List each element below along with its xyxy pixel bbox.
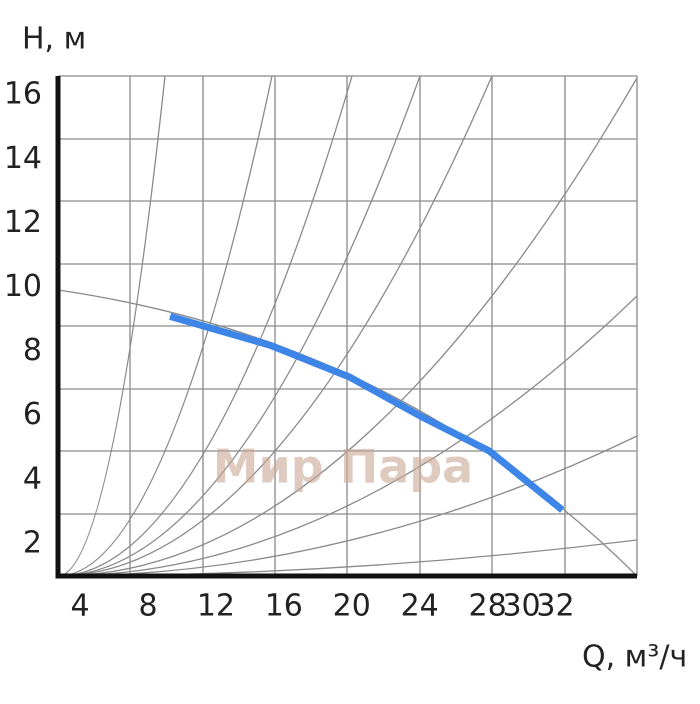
y-tick-label: 16	[4, 77, 42, 112]
x-tick-label: 12	[197, 589, 235, 624]
y-tick-label: 10	[4, 269, 42, 304]
x-tick-label: 8	[138, 589, 157, 624]
y-tick-label: 6	[23, 397, 42, 432]
x-tick-label: 30	[502, 589, 540, 624]
y-tick-label: 14	[4, 141, 42, 176]
x-tick-label: 16	[265, 589, 303, 624]
x-axis-label: Q, м³/ч	[582, 640, 687, 675]
x-tick-label: 20	[333, 589, 371, 624]
pump-curve	[169, 313, 565, 513]
x-tick-label: 4	[71, 589, 90, 624]
y-tick-label: 12	[4, 205, 42, 240]
y-tick-label: 2	[23, 525, 42, 560]
x-tick-label: 32	[536, 589, 574, 624]
axes	[55, 76, 637, 579]
watermark: Мир Пара	[213, 440, 473, 494]
x-tick-label: 28	[468, 589, 506, 624]
x-tick-label: 24	[401, 589, 439, 624]
y-axis-label: H, м	[22, 22, 86, 57]
y-tick-label: 4	[23, 461, 42, 496]
y-tick-label: 8	[23, 333, 42, 368]
